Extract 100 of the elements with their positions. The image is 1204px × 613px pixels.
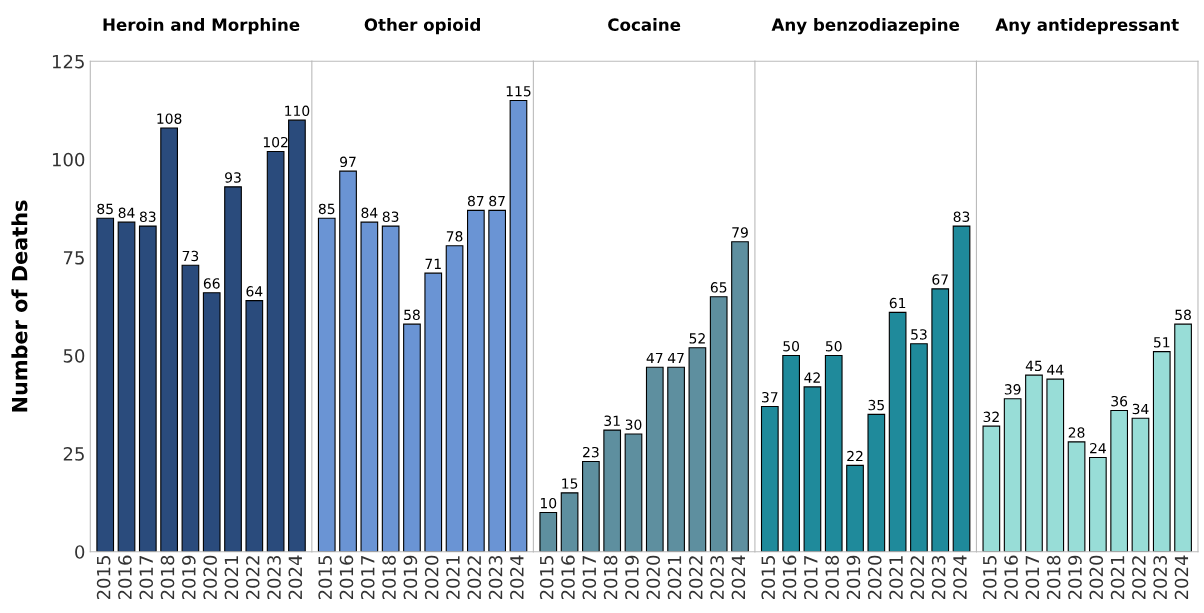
bar [1067,441,1086,552]
bar [1110,409,1129,552]
bar [488,209,507,552]
data-label: 39 [1004,384,1021,395]
x-tick-label: 2024 [510,555,524,600]
bar [181,264,200,552]
data-label: 87 [489,195,505,207]
data-label: 64 [246,286,263,297]
bar [688,347,707,552]
bar [445,245,464,552]
x-tick-label: 2018 [160,555,175,600]
bar [339,170,357,552]
bar [1025,374,1043,552]
x-tick-label: 2024 [731,555,746,600]
data-label: 45 [1025,360,1042,372]
bar [888,311,907,552]
bar [982,425,1001,552]
bar [910,343,928,552]
data-label: 31 [604,415,620,426]
bar [582,460,600,552]
x-tick-label: 2018 [603,555,618,600]
x-tick-label: 2021 [1110,556,1125,600]
data-label: 42 [804,372,820,383]
data-label: 83 [139,211,156,222]
y-tick-label: 75 [63,251,84,265]
bar [539,511,558,552]
x-tick-label: 2021 [446,556,460,600]
data-label: 110 [285,105,310,117]
bar [1046,378,1065,552]
bar [288,119,306,552]
bar [403,323,421,552]
data-label: 30 [625,419,642,430]
x-tick-label: 2019 [403,555,418,600]
x-tick-label: 2024 [288,555,303,600]
bar [824,354,843,552]
x-tick-label: 2019 [625,555,639,600]
data-label: 102 [263,136,288,148]
data-label: 22 [847,450,863,462]
data-label: 36 [1111,395,1128,407]
data-label: 15 [562,478,578,489]
bar [782,354,800,552]
x-tick-label: 2023 [1153,555,1168,600]
x-tick-label: 2016 [561,555,575,600]
x-tick-label: 2019 [846,555,861,600]
x-tick-label: 2015 [761,556,776,600]
x-tick-label: 2023 [488,555,503,600]
x-tick-label: 2017 [139,556,154,600]
data-label: 85 [97,203,113,215]
x-tick-label: 2018 [825,555,839,600]
bar [846,464,864,552]
y-tick-label: 100 [52,152,85,167]
data-label: 28 [1068,427,1085,438]
x-tick-label: 2015 [318,556,332,600]
data-label: 58 [1175,309,1191,321]
data-label: 61 [889,297,906,309]
x-tick-label: 2020 [203,555,217,600]
x-tick-label: 2017 [582,556,597,600]
bar [1152,351,1171,552]
data-label: 23 [583,446,599,458]
bar [603,429,622,552]
bar [560,492,579,552]
data-label: 84 [118,207,135,219]
chart-title: Any benzodiazepine [771,18,960,35]
data-label: 50 [783,340,800,352]
bar [245,300,264,552]
x-tick-label: 2017 [804,556,818,600]
x-tick-label: 2023 [931,555,946,600]
bar [931,288,950,552]
data-label: 85 [318,203,335,215]
bar [1131,417,1150,552]
bar [1089,456,1107,552]
x-tick-label: 2024 [953,555,967,600]
x-tick-label: 2015 [96,556,111,600]
data-label: 78 [446,231,463,242]
x-tick-label: 2022 [1132,556,1146,600]
data-label: 108 [157,113,182,124]
bar [224,186,242,552]
x-tick-label: 2022 [467,556,482,600]
data-label: 37 [762,391,778,403]
x-tick-label: 2024 [1174,555,1189,600]
x-tick-label: 2023 [267,555,281,600]
x-tick-label: 2021 [224,556,239,600]
x-tick-label: 2020 [1089,555,1104,600]
x-tick-label: 2016 [118,555,132,600]
chart-title: Any antidepressant [995,18,1179,35]
data-label: 53 [911,329,927,340]
data-label: 115 [506,86,531,97]
y-axis-title: Number of Deaths [11,200,28,412]
data-label: 83 [382,211,399,222]
data-label: 10 [540,497,557,509]
x-tick-label: 2022 [688,556,703,600]
x-tick-label: 2020 [867,555,882,600]
x-tick-label: 2023 [710,555,724,600]
data-label: 52 [689,333,705,344]
chart-title: Heroin and Morphine [103,18,300,35]
x-tick-label: 2016 [1004,555,1018,600]
bar [667,366,685,552]
bar [709,296,728,552]
chart-title: Other opioid [364,18,480,35]
data-label: 93 [225,172,241,183]
